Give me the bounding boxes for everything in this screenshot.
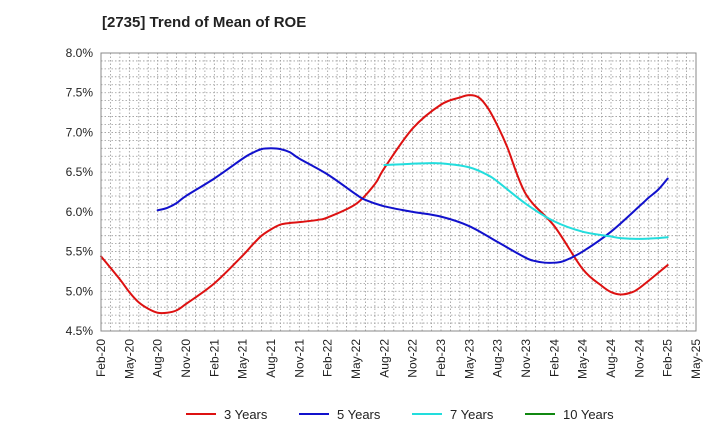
x-tick-label: May-20 bbox=[122, 339, 136, 379]
chart-title: [2735] Trend of Mean of ROE bbox=[102, 14, 307, 31]
x-tick-label: Aug-21 bbox=[264, 339, 278, 378]
x-tick-label: Feb-23 bbox=[434, 339, 448, 377]
legend: 3 Years 5 Years 7 Years 10 Years bbox=[186, 407, 614, 422]
legend-label-5-years: 5 Years bbox=[337, 407, 381, 422]
y-tick-label: 7.0% bbox=[66, 125, 94, 139]
plot-border bbox=[100, 52, 697, 332]
series-line-3-years bbox=[100, 94, 669, 315]
x-tick-label: Aug-20 bbox=[151, 339, 165, 378]
x-tick-label: Nov-21 bbox=[292, 339, 306, 378]
y-tick-label: 6.5% bbox=[66, 165, 94, 179]
x-tick-label: May-22 bbox=[349, 339, 363, 379]
series-line-5-years bbox=[156, 147, 669, 264]
y-tick-label: 5.0% bbox=[66, 284, 94, 298]
x-tick-label: Nov-24 bbox=[632, 339, 646, 378]
legend-label-10-years: 10 Years bbox=[563, 407, 614, 422]
series-lines bbox=[100, 94, 669, 315]
x-tick-label: Nov-23 bbox=[519, 339, 533, 378]
series-line-7-years bbox=[383, 162, 669, 240]
grid-lines bbox=[101, 53, 696, 331]
y-tick-label: 4.5% bbox=[66, 324, 94, 338]
x-tick-label: May-23 bbox=[462, 339, 476, 379]
x-tick-label: May-25 bbox=[689, 339, 703, 379]
y-tick-label: 6.0% bbox=[66, 205, 94, 219]
x-tick-label: Feb-25 bbox=[661, 339, 675, 377]
x-tick-label: Feb-21 bbox=[207, 339, 221, 377]
x-tick-label: Aug-24 bbox=[604, 339, 618, 378]
x-tick-label: Feb-20 bbox=[94, 339, 108, 377]
x-tick-label: Aug-22 bbox=[377, 339, 391, 378]
x-axis-tick-labels: Feb-20 May-20 Aug-20 Nov-20 Feb-21 May-21 Aug-… bbox=[94, 339, 703, 379]
x-tick-label: May-21 bbox=[236, 339, 250, 379]
y-axis-tick-labels: 4.5% 5.0% 5.5% 6.0% 6.5% 7.0% 7.5% 8.0% bbox=[66, 46, 94, 338]
plot-area bbox=[101, 53, 696, 331]
x-tick-label: May-24 bbox=[576, 339, 590, 379]
y-tick-label: 8.0% bbox=[66, 46, 94, 60]
y-tick-label: 5.5% bbox=[66, 245, 94, 259]
y-tick-label: 7.5% bbox=[66, 86, 94, 100]
x-tick-label: Nov-22 bbox=[406, 339, 420, 378]
x-tick-label: Feb-24 bbox=[547, 339, 561, 377]
x-tick-label: Nov-20 bbox=[179, 339, 193, 378]
legend-label-7-years: 7 Years bbox=[450, 407, 494, 422]
x-tick-label: Aug-23 bbox=[491, 339, 505, 378]
x-tick-label: Feb-22 bbox=[321, 339, 335, 377]
legend-label-3-years: 3 Years bbox=[224, 407, 268, 422]
